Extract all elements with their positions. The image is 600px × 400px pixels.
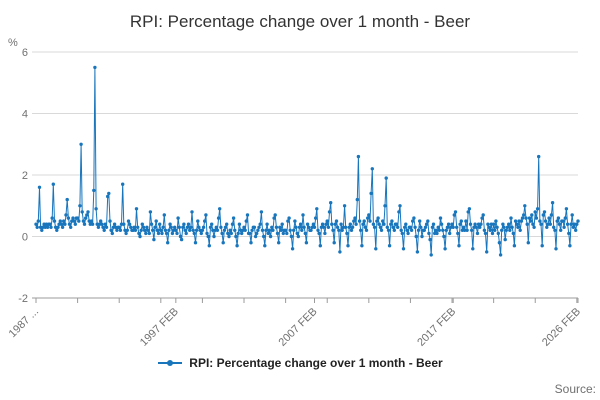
svg-text:2: 2 <box>22 170 28 182</box>
source-note: Source: <box>554 382 596 396</box>
x-axis-ticks <box>35 298 579 303</box>
svg-text:1997 FEB: 1997 FEB <box>138 306 181 348</box>
legend-label: RPI: Percentage change over 1 month - Be… <box>189 356 443 370</box>
data-points <box>34 65 580 257</box>
chart-title: RPI: Percentage change over 1 month - Be… <box>129 12 471 31</box>
y-axis-labels: -2 0 2 4 6 <box>18 47 28 305</box>
y-axis-unit: % <box>8 37 18 49</box>
svg-text:2017 FEB: 2017 FEB <box>415 306 458 348</box>
y-gridlines <box>32 51 578 299</box>
svg-text:6: 6 <box>22 47 28 59</box>
legend-item[interactable]: RPI: Percentage change over 1 month - Be… <box>157 356 443 370</box>
legend: RPI: Percentage change over 1 month - Be… <box>0 356 600 370</box>
legend-marker-icon <box>158 360 183 366</box>
svg-text:2026 FEB: 2026 FEB <box>540 306 583 348</box>
svg-text:-2: -2 <box>18 293 28 305</box>
svg-text:1987 ...: 1987 ... <box>7 306 41 340</box>
svg-text:2007 FEB: 2007 FEB <box>277 306 320 348</box>
svg-text:0: 0 <box>22 232 28 244</box>
chart-canvas: -2 0 2 4 6% 1987 ... 1997 FEB 2007 FEB 2017 FEB 2… <box>7 37 583 348</box>
svg-text:4: 4 <box>22 109 28 121</box>
x-axis-labels: 1987 ... 1997 FEB 2007 FEB 2017 FEB 2026 FEB <box>7 306 583 348</box>
